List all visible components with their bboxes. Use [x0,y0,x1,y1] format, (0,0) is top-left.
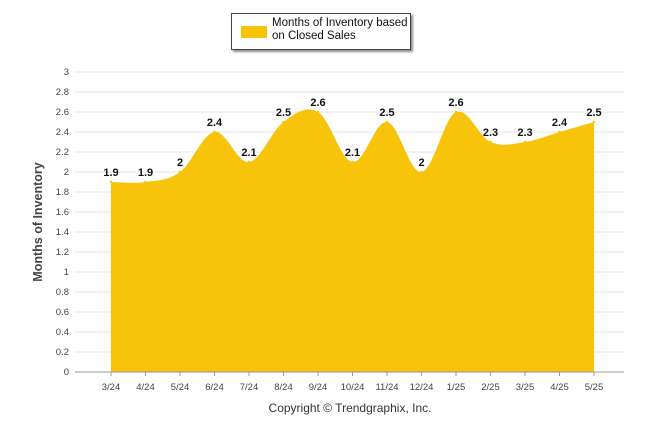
x-tick-label: 3/25 [516,382,535,393]
data-label: 1.9 [138,167,153,179]
legend: Months of Inventory based on Closed Sale… [231,13,411,50]
y-tick-label: 0.2 [56,347,69,358]
data-label: 2.5 [276,107,291,119]
data-label: 2.3 [483,127,498,139]
data-point [316,110,320,114]
data-label: 2 [177,157,183,169]
data-point [558,130,561,134]
data-point [523,140,527,144]
x-tick-label: 4/24 [136,382,155,393]
data-label: 2.4 [207,117,223,129]
data-point [247,160,251,164]
y-tick-label: 1.4 [56,227,69,238]
x-tick-label: 6/24 [205,382,224,393]
data-point [385,120,389,124]
x-tick-label: 10/24 [341,382,365,393]
y-axis-title: Months of Inventory [31,162,45,281]
data-point [282,120,285,124]
y-tick-label: 3 [64,67,69,78]
y-tick-label: 2.6 [56,107,69,118]
x-tick-label: 11/24 [375,382,398,393]
data-point [592,120,596,124]
y-tick-label: 0.6 [56,307,69,318]
y-tick-label: 1.2 [56,247,69,258]
data-label: 2.1 [241,147,256,159]
y-tick-label: 1.8 [56,187,69,198]
y-tick-label: 2 [64,167,69,178]
data-point [213,130,216,134]
data-point [144,180,147,184]
legend-label: Months of Inventory based on Closed Sale… [272,17,408,42]
y-tick-label: 0.8 [56,287,69,298]
legend-swatch [241,26,267,38]
x-tick-label: 4/25 [550,382,569,393]
data-point [420,170,423,174]
x-tick-label: 1/25 [447,382,466,393]
data-point [178,170,182,174]
data-point [489,140,492,144]
data-label: 2.3 [517,127,532,139]
y-tick-label: 0 [64,367,69,378]
x-tick-label: 5/25 [585,382,604,393]
data-label: 1.9 [103,167,118,179]
area-series [111,109,594,372]
y-tick-label: 2.4 [56,127,69,138]
data-label: 2.1 [345,147,360,159]
x-tick-label: 12/24 [410,382,434,393]
data-label: 2.4 [552,117,568,129]
x-tick-label: 9/24 [309,382,328,393]
x-tick-label: 2/25 [481,382,500,393]
copyright-footer: Copyright © Trendgraphix, Inc. [268,401,432,415]
y-tick-label: 2.8 [56,87,69,98]
x-tick-label: 3/24 [102,382,121,393]
y-tick-label: 1.6 [56,207,69,218]
y-tick-label: 2.2 [56,147,69,158]
data-label: 2.6 [310,97,325,109]
y-tick-label: 1 [64,267,69,278]
data-label: 2.5 [379,107,394,119]
data-label: 2 [418,157,424,169]
x-tick-label: 7/24 [240,382,259,393]
x-tick-label: 8/24 [274,382,293,393]
data-point [454,110,458,114]
x-tick-label: 5/24 [171,382,190,393]
data-label: 2.5 [586,107,601,119]
data-point [109,180,113,184]
data-label: 2.6 [448,97,463,109]
y-tick-label: 0.4 [56,327,69,338]
data-point [351,160,354,164]
